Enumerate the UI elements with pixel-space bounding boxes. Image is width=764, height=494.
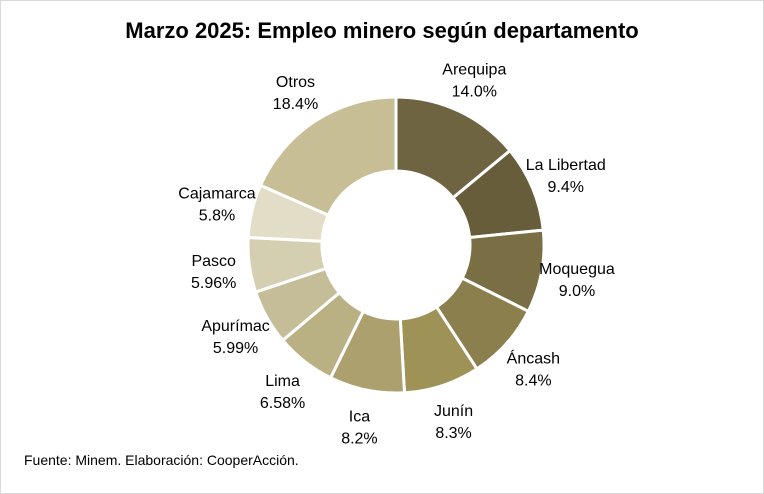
slice-label: Cajamarca — [178, 186, 255, 203]
slice-value-label: 9.4% — [548, 179, 584, 196]
slice-label: Pasco — [191, 253, 236, 270]
slice-value-label: 18.4% — [273, 96, 318, 113]
slice-label: Áncash — [507, 348, 560, 367]
slice-label: Ica — [349, 408, 370, 425]
slice-label: Lima — [265, 373, 300, 390]
slice-value-label: 8.3% — [435, 425, 471, 442]
slice-value-label: 5.99% — [213, 340, 258, 357]
slice-value-label: 5.96% — [191, 275, 236, 292]
slice-label: Junín — [434, 403, 473, 420]
chart-title: Marzo 2025: Empleo minero según departam… — [125, 18, 639, 43]
slice-value-label: 8.4% — [515, 372, 551, 389]
slice-value-label: 9.0% — [559, 283, 595, 300]
slice-value-label: 6.58% — [260, 395, 305, 412]
slice-label: Apurímac — [201, 318, 269, 335]
slice-label: Moquegua — [539, 261, 615, 278]
slice-value-label: 8.2% — [341, 430, 377, 447]
slice-label: Arequipa — [442, 62, 506, 79]
slice-label: La Libertad — [526, 157, 606, 174]
slice-label: Otros — [276, 74, 315, 91]
slice-otros — [258, 95, 398, 218]
slice-value-label: 14.0% — [452, 84, 497, 101]
source-note: Fuente: Minem. Elaboración: CooperAcción… — [24, 452, 299, 468]
slice-value-label: 5.8% — [199, 208, 235, 225]
